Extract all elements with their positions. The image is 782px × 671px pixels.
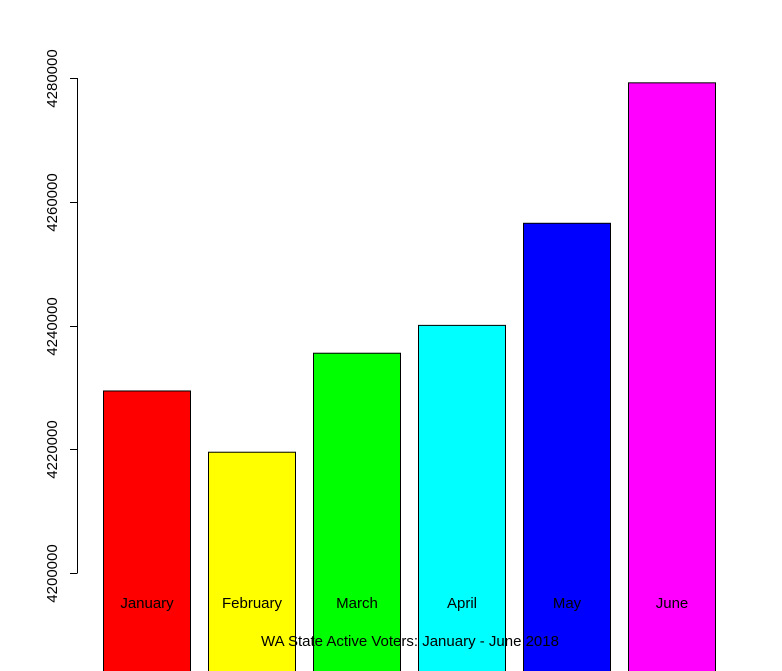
bar-april xyxy=(418,324,506,671)
y-tick-label: 4220000 xyxy=(44,420,61,478)
bar-january xyxy=(103,390,191,671)
y-tick-label: 4280000 xyxy=(44,49,61,107)
bars-group xyxy=(103,82,716,671)
category-labels-group: January February March April May June xyxy=(120,595,688,612)
category-label-march: March xyxy=(336,595,378,612)
bar-june xyxy=(628,82,716,671)
category-label-june: June xyxy=(656,595,689,612)
y-tick-label: 4200000 xyxy=(44,544,61,602)
bar-february xyxy=(208,451,296,671)
y-tick-label: 4260000 xyxy=(44,173,61,231)
bar-march xyxy=(313,352,401,671)
category-label-may: May xyxy=(553,595,582,612)
y-ticks-group: 4200000 4220000 4240000 4260000 4280000 xyxy=(44,49,78,603)
y-tick-label: 4240000 xyxy=(44,297,61,355)
category-label-january: January xyxy=(120,595,174,612)
category-label-april: April xyxy=(447,595,477,612)
category-label-february: February xyxy=(222,595,283,612)
bar-may xyxy=(523,222,611,671)
chart-annotation: WA State Active Voters: January - June 2… xyxy=(261,633,559,650)
